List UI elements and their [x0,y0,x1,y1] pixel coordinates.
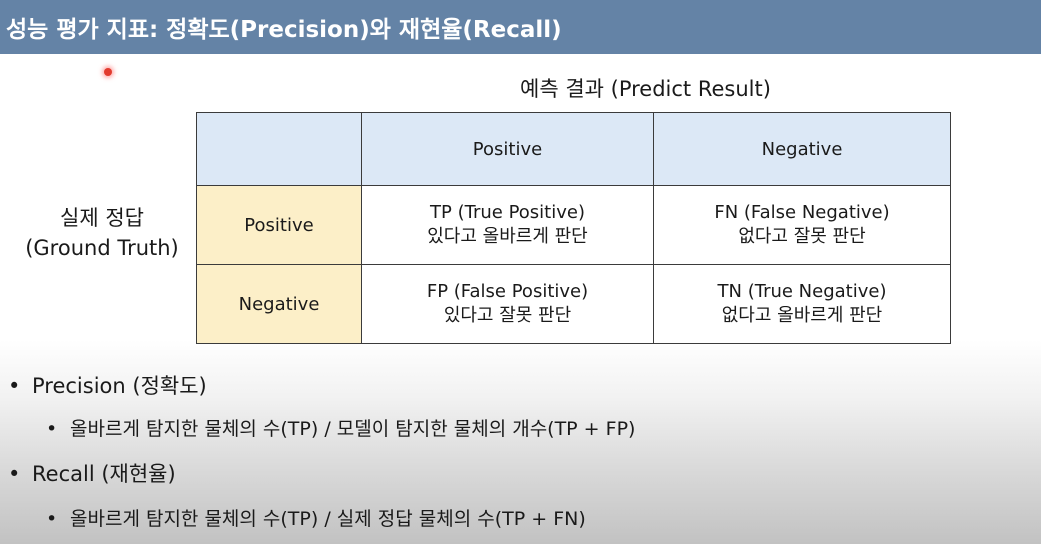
bullet-dot-icon: • [8,462,21,486]
cell-tp-desc: 있다고 올바르게 판단 [427,226,588,247]
cell-true-negative: TN (True Negative) 없다고 올바르게 판단 [653,264,951,344]
cell-tn-term: TN (True Negative) [717,281,887,302]
cell-tn-desc: 없다고 올바르게 판단 [721,305,883,326]
ground-truth-axis-caption: 실제 정답 (Ground Truth) [14,203,190,263]
row-header-positive: Positive [196,185,362,265]
prediction-axis-caption: 예측 결과 (Predict Result) [520,77,771,101]
bullet-recall: • Recall (재현율) [8,458,176,488]
sub-bullet-dot-icon: • [46,418,58,440]
bullet-precision: • Precision (정확도) [8,370,207,400]
column-header-positive: Positive [361,112,654,186]
cell-true-positive: TP (True Positive) 있다고 올바르게 판단 [361,185,654,265]
matrix-row-negative: Negative FP (False Positive) 있다고 잘못 판단 T… [196,264,951,344]
cell-tp-term: TP (True Positive) [430,202,585,223]
bullet-recall-label: Recall (재현율) [32,462,176,486]
row-header-negative: Negative [196,264,362,344]
cell-false-positive: FP (False Positive) 있다고 잘못 판단 [361,264,654,344]
bullet-precision-label: Precision (정확도) [32,374,207,398]
confusion-matrix: Positive Negative Positive TP (True Posi… [196,112,951,344]
ground-truth-caption-line1: 실제 정답 [60,206,144,230]
ground-truth-caption-line2: (Ground Truth) [25,236,179,260]
cell-fn-desc: 없다고 잘못 판단 [738,226,866,247]
cell-fn-term: FN (False Negative) [714,202,890,223]
cell-fp-desc: 있다고 잘못 판단 [443,305,572,326]
bullet-precision-formula: • 올바르게 탐지한 물체의 수(TP) / 모델이 탐지한 물체의 개수(TP … [46,414,635,441]
page-title: 성능 평가 지표: 정확도(Precision)와 재현율(Recall) [6,17,562,43]
matrix-row-positive: Positive TP (True Positive) 있다고 올바르게 판단 … [196,185,951,265]
matrix-corner-cell [196,112,362,186]
matrix-header-row: Positive Negative [196,112,951,186]
cell-false-negative: FN (False Negative) 없다고 잘못 판단 [653,185,951,265]
sub-bullet-dot-icon: • [46,508,58,530]
cell-fp-term: FP (False Positive) [426,281,589,302]
recall-formula-text: 올바르게 탐지한 물체의 수(TP) / 실제 정답 물체의 수(TP + FN… [70,508,586,530]
title-bar: 성능 평가 지표: 정확도(Precision)와 재현율(Recall) [0,0,1041,54]
column-header-negative: Negative [653,112,951,186]
laser-pointer-dot [104,68,112,76]
precision-formula-text: 올바르게 탐지한 물체의 수(TP) / 모델이 탐지한 물체의 개수(TP +… [70,418,636,440]
bullet-recall-formula: • 올바르게 탐지한 물체의 수(TP) / 실제 정답 물체의 수(TP + F… [46,504,586,531]
bullet-dot-icon: • [8,374,21,398]
